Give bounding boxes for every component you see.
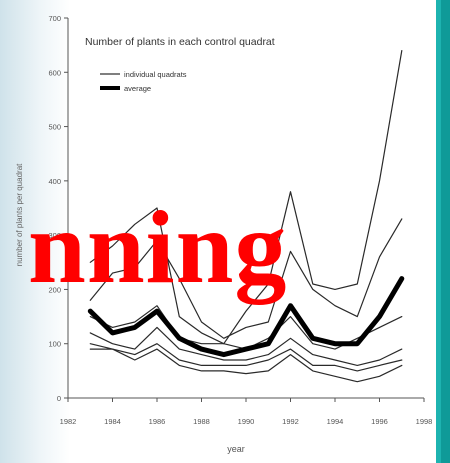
x-tick-label: 1998 <box>416 417 433 426</box>
y-tick-label: 300 <box>48 231 61 240</box>
legend-label-average: average <box>124 84 151 93</box>
x-tick-label: 1992 <box>282 417 299 426</box>
y-tick-label: 200 <box>48 285 61 294</box>
x-tick-label: 1984 <box>104 417 121 426</box>
y-tick-label: 700 <box>48 14 61 23</box>
y-axis-label: number of plants per quadrat <box>15 163 24 267</box>
series-line-quadrat-4 <box>89 326 403 366</box>
y-tick-label: 0 <box>57 394 61 403</box>
y-tick-label: 100 <box>48 340 61 349</box>
series-line-average <box>87 276 405 358</box>
chart-title: Number of plants in each control quadrat <box>85 36 275 48</box>
overlay-red-text: nning <box>28 190 288 305</box>
x-ticks: 1982 1984 1986 1988 1990 1992 1994 1996 1998 <box>60 398 433 426</box>
x-tick-label: 1982 <box>60 417 77 426</box>
series-line-quadrat-6 <box>89 348 403 383</box>
x-tick-label: 1990 <box>238 417 255 426</box>
series-line-quadrat-1 <box>89 49 403 345</box>
series-line-quadrat-5 <box>89 343 403 372</box>
y-tick-label: 500 <box>48 123 61 132</box>
x-tick-label: 1986 <box>149 417 166 426</box>
legend-label-individual: individual quadrats <box>124 70 187 79</box>
series-line-quadrat-2 <box>89 218 403 339</box>
x-tick-label: 1988 <box>193 417 210 426</box>
x-axis-label: year <box>227 444 245 454</box>
y-tick-label: 400 <box>48 177 61 186</box>
x-tick-label: 1994 <box>327 417 344 426</box>
x-tick-label: 1996 <box>371 417 388 426</box>
slide-accent-band-highlight <box>436 0 441 463</box>
y-tick-label: 600 <box>48 68 61 77</box>
slide-accent-band <box>436 0 450 463</box>
legend: individual quadrats average <box>100 70 187 93</box>
y-ticks: 0 100 200 300 400 500 600 700 <box>48 14 68 403</box>
series-layer <box>87 49 405 383</box>
